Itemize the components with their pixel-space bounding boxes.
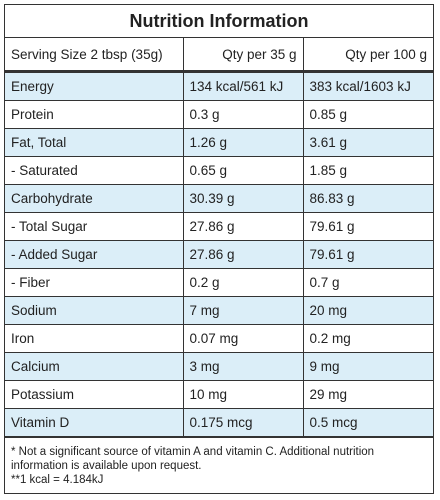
nutrient-value: 0.175 mcg: [182, 408, 304, 437]
nutrient-value: 9 mg: [302, 352, 433, 381]
nutrient-row: Sodium 7 mg 20 mg: [5, 296, 433, 325]
nutrient-name: - Fiber: [5, 268, 184, 297]
nutrient-value: 3 mg: [182, 352, 304, 381]
nutrient-value: 86.83 g: [302, 184, 433, 213]
nutrient-value: 383 kcal/1603 kJ: [302, 71, 433, 101]
title: Nutrition Information: [5, 5, 433, 38]
nutrient-value: 79.61 g: [302, 212, 433, 241]
nutrient-value: 27.86 g: [182, 212, 304, 241]
nutrient-name: - Saturated: [5, 156, 184, 185]
nutrient-row: Protein 0.3 g 0.85 g: [5, 100, 433, 129]
nutrient-value: 0.5 mcg: [302, 408, 433, 437]
nutrient-name: Calcium: [5, 352, 184, 381]
header-cell: Qty per 100 g: [302, 38, 433, 73]
nutrient-value: 0.7 g: [302, 268, 433, 297]
nutrient-name: - Total Sugar: [5, 212, 184, 241]
nutrient-row: Iron 0.07 mg 0.2 mg: [5, 324, 433, 353]
nutrition-table: Serving Size 2 tbsp (35g) Qty per 35 g Qty…: [5, 38, 433, 437]
nutrient-row: Energy 134 kcal/561 kJ 383 kcal/1603 kJ: [5, 71, 433, 101]
nutrient-row: Carbohydrate 30.39 g 86.83 g: [5, 184, 433, 213]
nutrient-value: 1.26 g: [182, 128, 304, 157]
table-header: Serving Size 2 tbsp (35g) Qty per 35 g Qty…: [5, 38, 433, 73]
nutrient-value: 0.2 g: [182, 268, 304, 297]
note: **1 kcal = 4.184kJ: [11, 474, 104, 486]
table-body: Energy 134 kcal/561 kJ 383 kcal/1603 kJ Pro…: [5, 71, 433, 437]
nutrient-value: 79.61 g: [302, 240, 433, 269]
header-cell: Serving Size 2 tbsp (35g): [5, 38, 184, 73]
notes: * Not a significant source of vitamin A …: [5, 437, 433, 487]
nutrient-value: 7 mg: [182, 296, 304, 325]
nutrient-name: Sodium: [5, 296, 184, 325]
nutrient-value: 27.86 g: [182, 240, 304, 269]
nutrient-value: 0.2 mg: [302, 324, 433, 353]
nutrient-name: Protein: [5, 100, 184, 129]
nutrient-value: 29 mg: [302, 380, 433, 409]
nutrient-value: 134 kcal/561 kJ: [182, 71, 304, 101]
nutrient-row: - Fiber 0.2 g 0.7 g: [5, 268, 433, 297]
nutrient-row: Calcium 3 mg 9 mg: [5, 352, 433, 381]
nutrient-name: Iron: [5, 324, 184, 353]
nutrient-row: Potassium 10 mg 29 mg: [5, 380, 433, 409]
nutrient-value: 0.85 g: [302, 100, 433, 129]
nutrient-value: 3.61 g: [302, 128, 433, 157]
nutrient-value: 20 mg: [302, 296, 433, 325]
nutrient-value: 0.3 g: [182, 100, 304, 129]
nutrient-value: 1.85 g: [302, 156, 433, 185]
nutrient-name: Carbohydrate: [5, 184, 184, 213]
nutrient-value: 0.07 mg: [182, 324, 304, 353]
nutrient-row: - Saturated 0.65 g 1.85 g: [5, 156, 433, 185]
nutrient-name: Potassium: [5, 380, 184, 409]
nutrient-value: 10 mg: [182, 380, 304, 409]
nutrient-value: 30.39 g: [182, 184, 304, 213]
nutrient-name: Vitamin D: [5, 408, 184, 437]
nutrient-row: - Added Sugar 27.86 g 79.61 g: [5, 240, 433, 269]
nutrition-panel: Nutrition Information Serving Size 2 tbs…: [4, 4, 434, 494]
header-cell: Qty per 35 g: [182, 38, 304, 73]
note: * Not a significant source of vitamin A …: [11, 446, 375, 472]
nutrient-name: - Added Sugar: [5, 240, 184, 269]
header-row: Serving Size 2 tbsp (35g) Qty per 35 g Qty…: [5, 38, 433, 73]
nutrient-row: - Total Sugar 27.86 g 79.61 g: [5, 212, 433, 241]
nutrient-value: 0.65 g: [182, 156, 304, 185]
nutrient-row: Vitamin D 0.175 mcg 0.5 mcg: [5, 408, 433, 437]
nutrient-name: Fat, Total: [5, 128, 184, 157]
nutrient-row: Fat, Total 1.26 g 3.61 g: [5, 128, 433, 157]
nutrient-name: Energy: [5, 71, 184, 101]
